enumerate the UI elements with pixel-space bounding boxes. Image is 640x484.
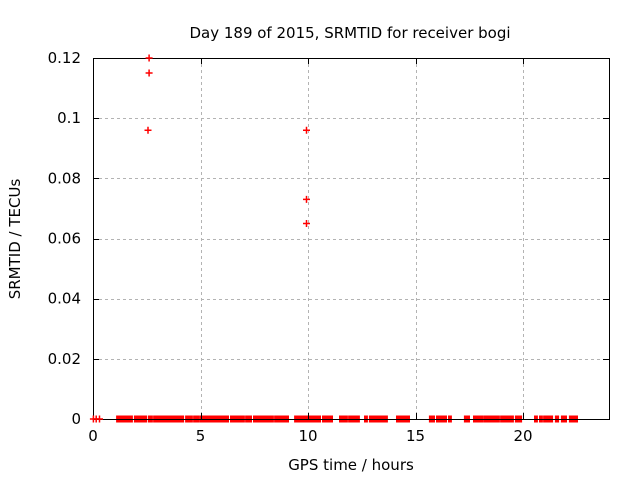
chart-title: Day 189 of 2015, SRMTID for receiver bog…	[189, 24, 510, 42]
marker-layer	[89, 54, 310, 423]
x-tick-label: 20	[513, 427, 532, 445]
y-tick-label: 0.08	[48, 169, 81, 187]
x-axis-label: GPS time / hours	[288, 456, 414, 474]
data-point-marker	[145, 54, 153, 62]
y-tick-label: 0	[71, 410, 81, 428]
data-point-marker	[145, 69, 153, 77]
data-point-marker	[303, 195, 310, 203]
y-tick-label: 0.06	[48, 230, 81, 248]
data-point-marker	[144, 126, 152, 134]
y-axis-label: SRMTID / TECUs	[6, 179, 24, 300]
x-tick-label: 10	[298, 427, 317, 445]
x-tick-label: 15	[406, 427, 425, 445]
x-tick-label: 5	[196, 427, 206, 445]
data-point-marker	[303, 220, 310, 227]
tick-label-layer: 0 5 10 15 20 0 0.02 0.04 0.06 0.08 0.1 0.12	[48, 49, 533, 445]
axis-layer	[93, 58, 610, 420]
grid-layer	[93, 58, 609, 419]
y-tick-label: 0.1	[57, 109, 81, 127]
data-point-marker	[96, 415, 103, 423]
y-tick-label: 0.02	[48, 350, 81, 368]
x-tick-label: 0	[88, 427, 98, 445]
y-tick-label: 0.12	[48, 49, 81, 67]
y-tick-label: 0.04	[48, 290, 81, 308]
data-point-marker	[303, 126, 310, 134]
